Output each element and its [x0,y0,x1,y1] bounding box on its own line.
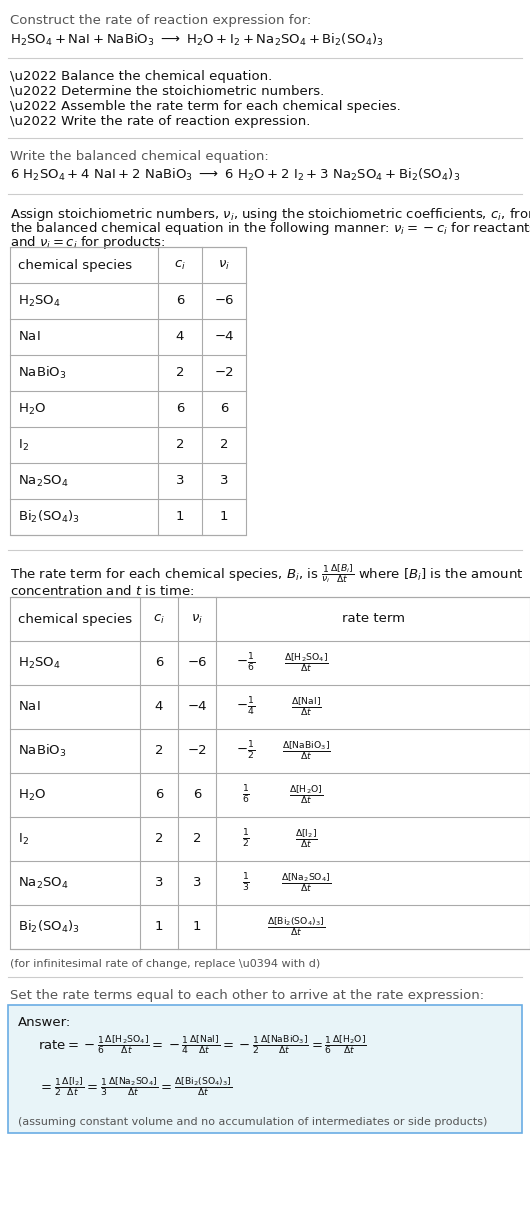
Text: −2: −2 [187,744,207,757]
Text: 6: 6 [155,789,163,801]
Text: $\frac{\Delta[\mathrm{I_2}]}{\Delta t}$: $\frac{\Delta[\mathrm{I_2}]}{\Delta t}$ [295,827,317,850]
Text: chemical species: chemical species [18,612,132,626]
Text: $\mathrm{NaBiO_3}$: $\mathrm{NaBiO_3}$ [18,365,66,381]
Text: 4: 4 [176,331,184,343]
Text: $\mathrm{I_2}$: $\mathrm{I_2}$ [18,437,29,453]
Text: $\mathrm{H_2O}$: $\mathrm{H_2O}$ [18,788,46,802]
Text: $\mathrm{Bi_2(SO_4)_3}$: $\mathrm{Bi_2(SO_4)_3}$ [18,509,80,525]
Text: $\mathrm{NaI}$: $\mathrm{NaI}$ [18,331,40,343]
Text: −6: −6 [187,656,207,669]
Text: 2: 2 [176,366,184,379]
Text: $\frac{\Delta[\mathrm{Bi_2(SO_4)_3}]}{\Delta t}$: $\frac{\Delta[\mathrm{Bi_2(SO_4)_3}]}{\D… [267,916,325,939]
Text: $\mathrm{6\ H_2SO_4 + 4\ NaI + 2\ NaBiO_3 \ \longrightarrow \ 6\ H_2O + 2\ I_2 +: $\mathrm{6\ H_2SO_4 + 4\ NaI + 2\ NaBiO_… [10,167,460,184]
Text: $\mathrm{H_2SO_4 + NaI + NaBiO_3 \ \longrightarrow \ H_2O + I_2 + Na_2SO_4 + Bi_: $\mathrm{H_2SO_4 + NaI + NaBiO_3 \ \long… [10,31,384,48]
Text: −2: −2 [214,366,234,379]
Text: 2: 2 [155,832,163,846]
Text: 3: 3 [176,475,184,488]
Text: $\frac{\Delta[\mathrm{NaI}]}{\Delta t}$: $\frac{\Delta[\mathrm{NaI}]}{\Delta t}$ [290,696,322,718]
Text: 1: 1 [176,511,184,523]
Text: −4: −4 [187,701,207,714]
Text: $\frac{1}{6}$: $\frac{1}{6}$ [242,784,250,806]
Text: $-\frac{1}{6}$: $-\frac{1}{6}$ [236,652,255,674]
Text: 2: 2 [220,439,228,452]
Text: −4: −4 [214,331,234,343]
Text: 2: 2 [193,832,201,846]
Text: $\mathrm{rate} = -\frac{1}{6}\frac{\Delta[\mathrm{H_2SO_4}]}{\Delta t} = -\frac{: $\mathrm{rate} = -\frac{1}{6}\frac{\Delt… [38,1033,367,1056]
Text: (for infinitesimal rate of change, replace \u0394 with d): (for infinitesimal rate of change, repla… [10,959,320,969]
Text: 6: 6 [176,295,184,308]
Text: $\mathrm{NaBiO_3}$: $\mathrm{NaBiO_3}$ [18,743,66,759]
Text: $\frac{\Delta[\mathrm{Na_2SO_4}]}{\Delta t}$: $\frac{\Delta[\mathrm{Na_2SO_4}]}{\Delta… [281,871,331,894]
Text: \u2022 Assemble the rate term for each chemical species.: \u2022 Assemble the rate term for each c… [10,100,401,114]
Bar [8,1005,522,1133]
Text: chemical species: chemical species [18,259,132,272]
Text: $\nu_i$: $\nu_i$ [191,612,203,626]
Text: 6: 6 [155,656,163,669]
Text: $\mathrm{NaI}$: $\mathrm{NaI}$ [18,701,40,714]
Text: Set the rate terms equal to each other to arrive at the rate expression:: Set the rate terms equal to each other t… [10,989,484,1001]
Text: 6: 6 [220,402,228,416]
Text: $c_i$: $c_i$ [174,259,186,272]
Text: (assuming constant volume and no accumulation of intermediates or side products): (assuming constant volume and no accumul… [18,1117,488,1127]
Text: 3: 3 [220,475,228,488]
Text: 6: 6 [176,402,184,416]
Text: $\frac{\Delta[\mathrm{H_2SO_4}]}{\Delta t}$: $\frac{\Delta[\mathrm{H_2SO_4}]}{\Delta … [284,651,328,674]
Text: \u2022 Balance the chemical equation.: \u2022 Balance the chemical equation. [10,70,272,83]
Text: Assign stoichiometric numbers, $\nu_i$, using the stoichiometric coefficients, $: Assign stoichiometric numbers, $\nu_i$, … [10,207,530,223]
Text: concentration and $t$ is time:: concentration and $t$ is time: [10,583,194,598]
Text: Write the balanced chemical equation:: Write the balanced chemical equation: [10,150,269,163]
Bar [10,597,530,949]
Text: \u2022 Write the rate of reaction expression.: \u2022 Write the rate of reaction expres… [10,115,311,128]
Text: 1: 1 [220,511,228,523]
Text: Answer:: Answer: [18,1016,71,1029]
Text: 3: 3 [155,877,163,889]
Text: $= \frac{1}{2}\frac{\Delta[\mathrm{I_2}]}{\Delta t} = \frac{1}{3}\frac{\Delta[\m: $= \frac{1}{2}\frac{\Delta[\mathrm{I_2}]… [38,1075,233,1098]
Text: $\frac{\Delta[\mathrm{NaBiO_3}]}{\Delta t}$: $\frac{\Delta[\mathrm{NaBiO_3}]}{\Delta … [281,739,330,762]
Text: 3: 3 [193,877,201,889]
Text: $-\frac{1}{2}$: $-\frac{1}{2}$ [236,741,255,762]
Bar [10,246,246,535]
Text: $\mathrm{H_2O}$: $\mathrm{H_2O}$ [18,401,46,417]
Text: 4: 4 [155,701,163,714]
Text: $\frac{\Delta[\mathrm{H_2O}]}{\Delta t}$: $\frac{\Delta[\mathrm{H_2O}]}{\Delta t}$ [289,784,323,807]
Text: $\mathrm{H_2SO_4}$: $\mathrm{H_2SO_4}$ [18,656,60,670]
Text: 1: 1 [155,920,163,934]
Text: $\mathrm{Na_2SO_4}$: $\mathrm{Na_2SO_4}$ [18,474,69,488]
Text: −6: −6 [214,295,234,308]
Text: $\frac{1}{3}$: $\frac{1}{3}$ [242,872,250,894]
Text: 6: 6 [193,789,201,801]
Text: 2: 2 [155,744,163,757]
Text: \u2022 Determine the stoichiometric numbers.: \u2022 Determine the stoichiometric numb… [10,85,324,98]
Text: $\mathrm{H_2SO_4}$: $\mathrm{H_2SO_4}$ [18,294,60,308]
Text: the balanced chemical equation in the following manner: $\nu_i = -c_i$ for react: the balanced chemical equation in the fo… [10,220,530,237]
Text: $\mathrm{I_2}$: $\mathrm{I_2}$ [18,831,29,847]
Text: Construct the rate of reaction expression for:: Construct the rate of reaction expressio… [10,14,311,27]
Text: $\mathrm{Bi_2(SO_4)_3}$: $\mathrm{Bi_2(SO_4)_3}$ [18,919,80,935]
Text: rate term: rate term [341,612,404,626]
Text: and $\nu_i = c_i$ for products:: and $\nu_i = c_i$ for products: [10,234,165,251]
Text: 1: 1 [193,920,201,934]
Text: 2: 2 [176,439,184,452]
Text: $\nu_i$: $\nu_i$ [218,259,230,272]
Text: $\frac{1}{2}$: $\frac{1}{2}$ [242,827,250,850]
Text: $\mathrm{Na_2SO_4}$: $\mathrm{Na_2SO_4}$ [18,876,69,890]
Text: $-\frac{1}{4}$: $-\frac{1}{4}$ [236,696,255,718]
Text: The rate term for each chemical species, $B_i$, is $\frac{1}{\nu_i}\frac{\Delta[: The rate term for each chemical species,… [10,562,524,585]
Text: $c_i$: $c_i$ [153,612,165,626]
